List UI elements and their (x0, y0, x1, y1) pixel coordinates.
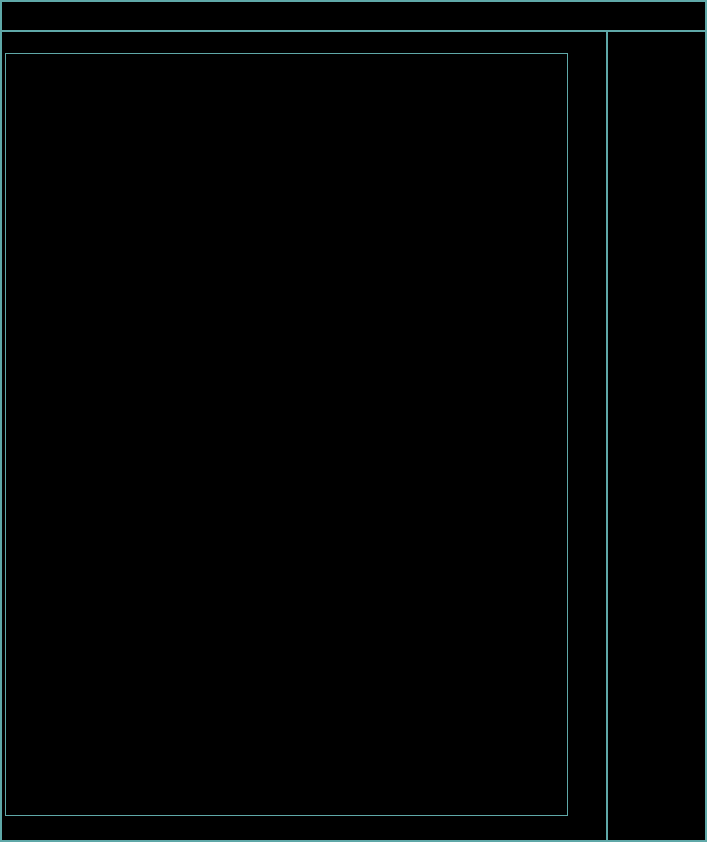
window-title (0, 0, 707, 32)
map-geometry-layer (6, 54, 567, 815)
x-axis (0, 816, 606, 842)
radar-map[interactable] (5, 53, 568, 816)
legend-panel (608, 30, 707, 842)
panel-divider (606, 30, 608, 842)
